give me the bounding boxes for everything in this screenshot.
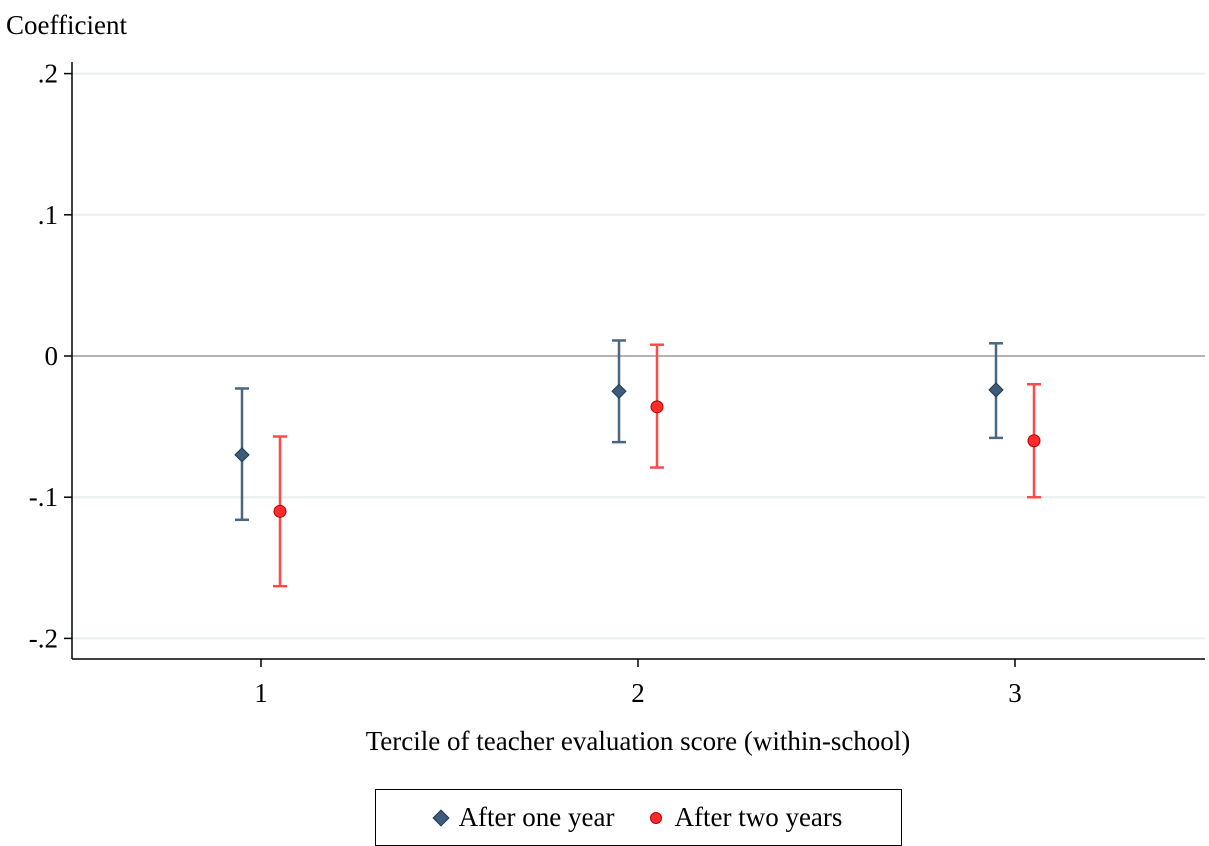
circle-marker-icon bbox=[650, 811, 663, 824]
point-after-one-year bbox=[234, 447, 250, 463]
point-after-two-years bbox=[650, 400, 664, 414]
diamond-marker-icon bbox=[432, 809, 450, 826]
legend-entry-one-year: After one year bbox=[432, 802, 615, 833]
legend-label-one-year: After one year bbox=[458, 802, 615, 832]
y-tick-label: -.1 bbox=[29, 482, 58, 512]
y-tick-label: .2 bbox=[38, 59, 58, 89]
legend-label-two-years: After two years bbox=[674, 802, 843, 832]
x-tick-label: 3 bbox=[1008, 678, 1022, 708]
x-tick-label: 2 bbox=[631, 678, 645, 708]
y-tick-label: .1 bbox=[38, 200, 58, 230]
point-after-two-years bbox=[273, 504, 287, 518]
y-tick-label: -.2 bbox=[29, 623, 58, 653]
point-after-two-years bbox=[1027, 434, 1041, 448]
point-after-one-year bbox=[988, 382, 1004, 398]
legend-entry-two-years: After two years bbox=[650, 802, 842, 833]
y-axis-title: Coefficient bbox=[6, 10, 127, 40]
x-tick-label: 1 bbox=[254, 678, 268, 708]
point-after-one-year bbox=[611, 383, 627, 400]
y-tick-label: 0 bbox=[45, 341, 59, 371]
legend: After one year After two years bbox=[375, 789, 902, 846]
x-axis-title: Tercile of teacher evaluation score (wit… bbox=[366, 726, 911, 756]
